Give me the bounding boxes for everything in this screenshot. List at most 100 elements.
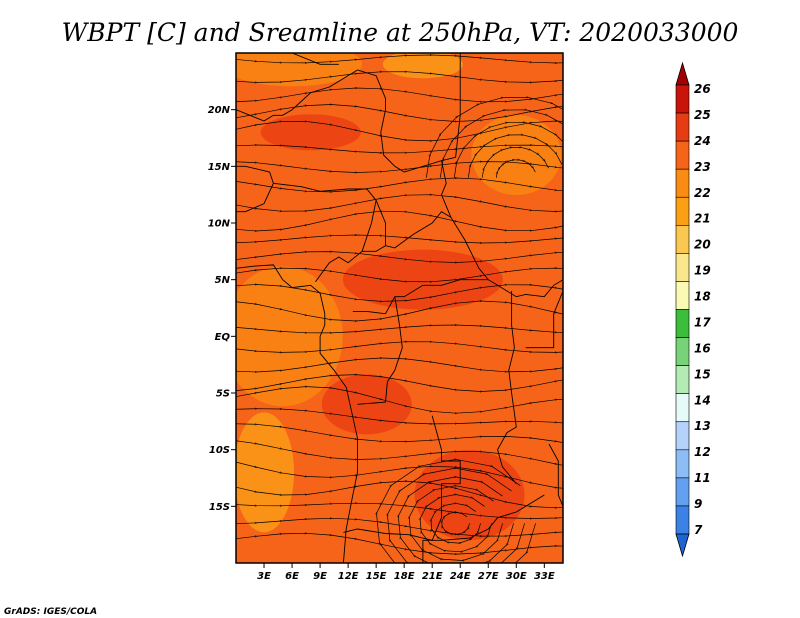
lon-tick-label: 30E bbox=[506, 571, 527, 582]
streamline bbox=[377, 459, 536, 563]
colorbar-segment bbox=[675, 281, 690, 310]
streamline bbox=[425, 97, 563, 178]
border-line bbox=[431, 415, 545, 541]
colorbar-label: 12 bbox=[694, 445, 711, 459]
colorbar-segment bbox=[675, 168, 690, 198]
latitude-axis: 20N 15N 10N 5N EQ 5S 10S 15S bbox=[208, 105, 236, 513]
field-patch bbox=[414, 450, 525, 540]
map-panel bbox=[236, 53, 563, 563]
colorbar-label: 19 bbox=[694, 264, 711, 278]
field-patch bbox=[236, 412, 295, 533]
colorbar-segment bbox=[675, 365, 690, 394]
colorbar-segment bbox=[675, 505, 690, 535]
streamline bbox=[236, 268, 563, 282]
colorbar-label: 14 bbox=[694, 393, 711, 407]
border-line bbox=[236, 264, 358, 563]
lon-tick-label: 6E bbox=[285, 571, 299, 582]
border-line bbox=[329, 69, 461, 173]
colorbar-top-triangle bbox=[675, 61, 690, 86]
colorbar-segment bbox=[675, 449, 690, 479]
lon-tick-label: 9E bbox=[313, 571, 327, 582]
border-line bbox=[525, 290, 563, 349]
colorbar-segment bbox=[675, 477, 690, 507]
colorbar-segment bbox=[675, 196, 690, 226]
border-line bbox=[352, 279, 489, 315]
colorbar-label: 26 bbox=[694, 82, 711, 96]
streamline bbox=[236, 252, 563, 263]
lon-tick-label: 24E bbox=[450, 571, 471, 582]
streamline bbox=[236, 211, 563, 231]
colorbar-label: 20 bbox=[694, 238, 711, 252]
streamline bbox=[236, 325, 563, 333]
border-line bbox=[273, 182, 377, 283]
colorbar-label: 21 bbox=[694, 212, 711, 226]
map-frame bbox=[235, 52, 564, 564]
field-patch bbox=[236, 266, 343, 407]
colorbar-label: 17 bbox=[694, 315, 711, 329]
field-patch bbox=[471, 115, 562, 195]
colorbar-label: 11 bbox=[694, 471, 711, 485]
grads-credit: GrADS: IGES/COLA bbox=[4, 607, 97, 617]
streamlines bbox=[236, 55, 563, 563]
colorbar-segment bbox=[675, 112, 690, 142]
colorbar-label: 23 bbox=[694, 160, 711, 174]
border-line bbox=[362, 245, 386, 252]
border-line bbox=[291, 53, 339, 65]
colorbar: 26 25 24 23 22 21 20 19 18 17 16 15 14 13 12 11 9 7 bbox=[675, 61, 711, 558]
streamline bbox=[236, 358, 563, 372]
colorbar-label: 9 bbox=[694, 497, 702, 511]
border-line bbox=[441, 160, 452, 218]
colorbar-segment bbox=[675, 84, 690, 114]
colorbar-segment bbox=[675, 421, 690, 451]
border-line bbox=[497, 291, 517, 484]
lat-tick-label: 10N bbox=[208, 219, 231, 230]
lon-tick-label: 3E bbox=[257, 571, 271, 582]
colorbar-label: 7 bbox=[694, 523, 703, 537]
streamline bbox=[236, 342, 563, 353]
colorbar-label: 15 bbox=[694, 367, 711, 381]
colorbar-segment bbox=[675, 225, 690, 254]
field-patch bbox=[260, 114, 361, 151]
streamline bbox=[236, 178, 563, 192]
lat-tick-label: 15S bbox=[209, 502, 230, 513]
streamline bbox=[236, 235, 563, 243]
colorbar-label: 13 bbox=[694, 419, 711, 433]
streamline bbox=[236, 301, 563, 321]
field-patch bbox=[382, 53, 463, 79]
lat-tick-label: 5S bbox=[216, 389, 230, 400]
lon-tick-label: 27E bbox=[478, 571, 499, 582]
border-line bbox=[375, 200, 563, 298]
colorbar-label: 25 bbox=[694, 108, 711, 122]
map-title: WBPT [C] and Sreamline at 250hPa, VT: 20… bbox=[62, 18, 739, 47]
country-borders bbox=[236, 53, 563, 563]
lat-tick-label: 20N bbox=[208, 105, 231, 116]
colorbar-bottom-triangle bbox=[675, 533, 690, 558]
border-line bbox=[357, 296, 403, 405]
border-line bbox=[548, 443, 563, 507]
streamline bbox=[236, 440, 563, 466]
streamline bbox=[236, 409, 563, 425]
colorbar-label: 24 bbox=[694, 134, 711, 148]
colorbar-segment bbox=[675, 337, 690, 366]
border-line bbox=[422, 539, 433, 563]
colorbar-label: 22 bbox=[694, 186, 711, 200]
lon-tick-label: 21E bbox=[422, 571, 443, 582]
longitude-axis: 3E 6E 9E 12E 15E 18E 21E 24E 27E 30E 33E bbox=[257, 563, 555, 582]
lat-tick-label: 10S bbox=[209, 445, 230, 456]
lat-tick-label: 15N bbox=[208, 162, 231, 173]
lat-tick-label: 5N bbox=[215, 275, 231, 286]
lon-tick-label: 18E bbox=[394, 571, 415, 582]
streamline bbox=[236, 72, 563, 83]
colorbar-segment bbox=[675, 393, 690, 423]
colorbar-segment bbox=[675, 309, 690, 338]
lat-tick-label: EQ bbox=[215, 332, 231, 343]
colorbar-segment bbox=[675, 140, 690, 170]
colorbar-label: 18 bbox=[694, 290, 711, 304]
streamline bbox=[236, 55, 563, 63]
streamline bbox=[236, 424, 563, 443]
border-line bbox=[236, 86, 330, 122]
lon-tick-label: 33E bbox=[534, 571, 555, 582]
border-line bbox=[343, 528, 433, 541]
lon-tick-label: 15E bbox=[366, 571, 387, 582]
